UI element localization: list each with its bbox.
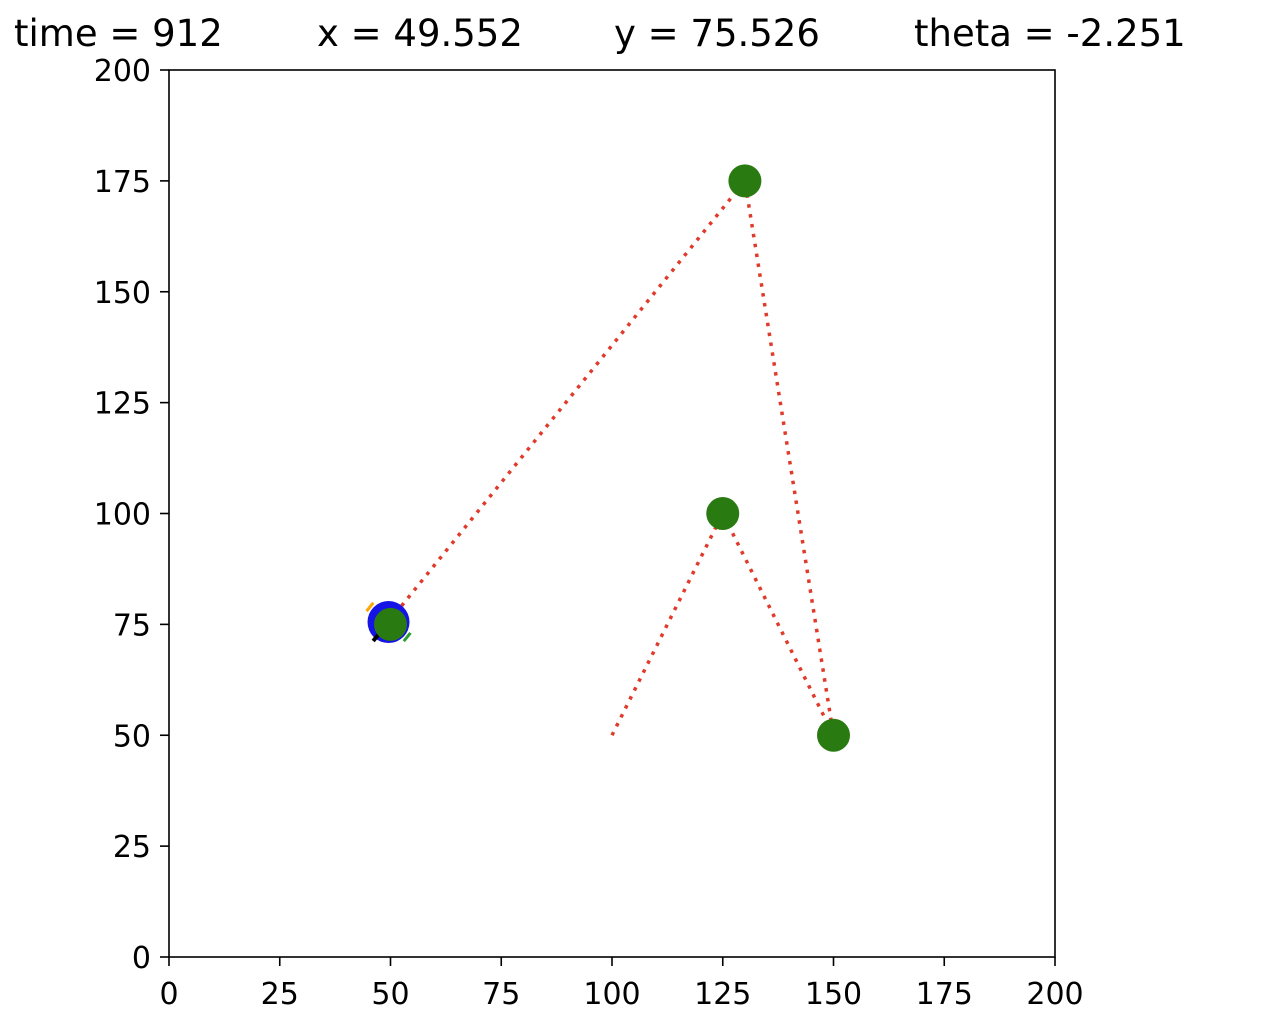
time-readout: time = 912: [14, 12, 223, 55]
y-readout: y = 75.526: [614, 12, 820, 55]
x-tick-label: 50: [371, 977, 409, 1012]
robot-wheel-left: [402, 632, 412, 643]
x-tick-label: 0: [159, 977, 178, 1012]
y-tick-label: 175: [94, 165, 151, 200]
status-bar: time = 912 x = 49.552 y = 75.526 theta =…: [0, 0, 1264, 64]
x-tick-label: 125: [694, 977, 751, 1012]
waypoint-marker: [817, 718, 850, 752]
y-tick-label: 125: [94, 387, 151, 422]
y-tick-label: 150: [94, 276, 151, 311]
x-tick-label: 75: [482, 977, 520, 1012]
x-tick-label: 100: [583, 977, 640, 1012]
x-tick-label: 175: [916, 977, 973, 1012]
y-tick-label: 0: [132, 941, 151, 976]
trajectory-line: [387, 176, 836, 737]
theta-readout: theta = -2.251: [914, 12, 1186, 55]
waypoint-marker: [374, 607, 407, 641]
axes-frame: [168, 69, 1056, 958]
y-tick-label: 100: [94, 498, 151, 533]
x-tick-label: 25: [261, 977, 299, 1012]
y-tick-label: 25: [113, 830, 151, 865]
waypoint-marker: [706, 497, 740, 530]
robot-wheel-right: [365, 601, 375, 613]
y-tick-label: 50: [113, 719, 151, 754]
y-tick-label: 75: [113, 608, 151, 643]
x-readout: x = 49.552: [317, 12, 523, 55]
x-tick-label: 200: [1026, 977, 1083, 1012]
x-tick-label: 150: [805, 977, 862, 1012]
y-tick-label: 200: [94, 54, 151, 89]
waypoint-marker: [728, 164, 762, 198]
